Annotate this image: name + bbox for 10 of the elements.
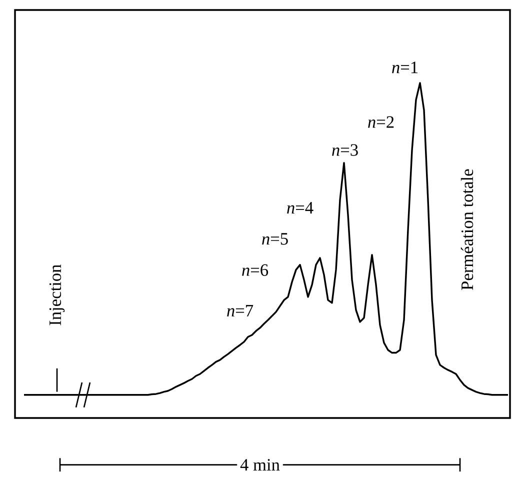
annotation: Perméation totale [460, 169, 474, 290]
annotation: n=3 [332, 144, 358, 156]
text: n=1 [392, 62, 418, 74]
annotation: Injection [49, 264, 65, 326]
annotation: n=4 [287, 202, 314, 214]
annotation: n=5 [262, 233, 288, 245]
annotation: n=7 [227, 305, 254, 316]
annotation: n=6 [242, 264, 268, 276]
text: 4 min [240, 459, 280, 471]
annotation: n=2 [368, 116, 394, 128]
